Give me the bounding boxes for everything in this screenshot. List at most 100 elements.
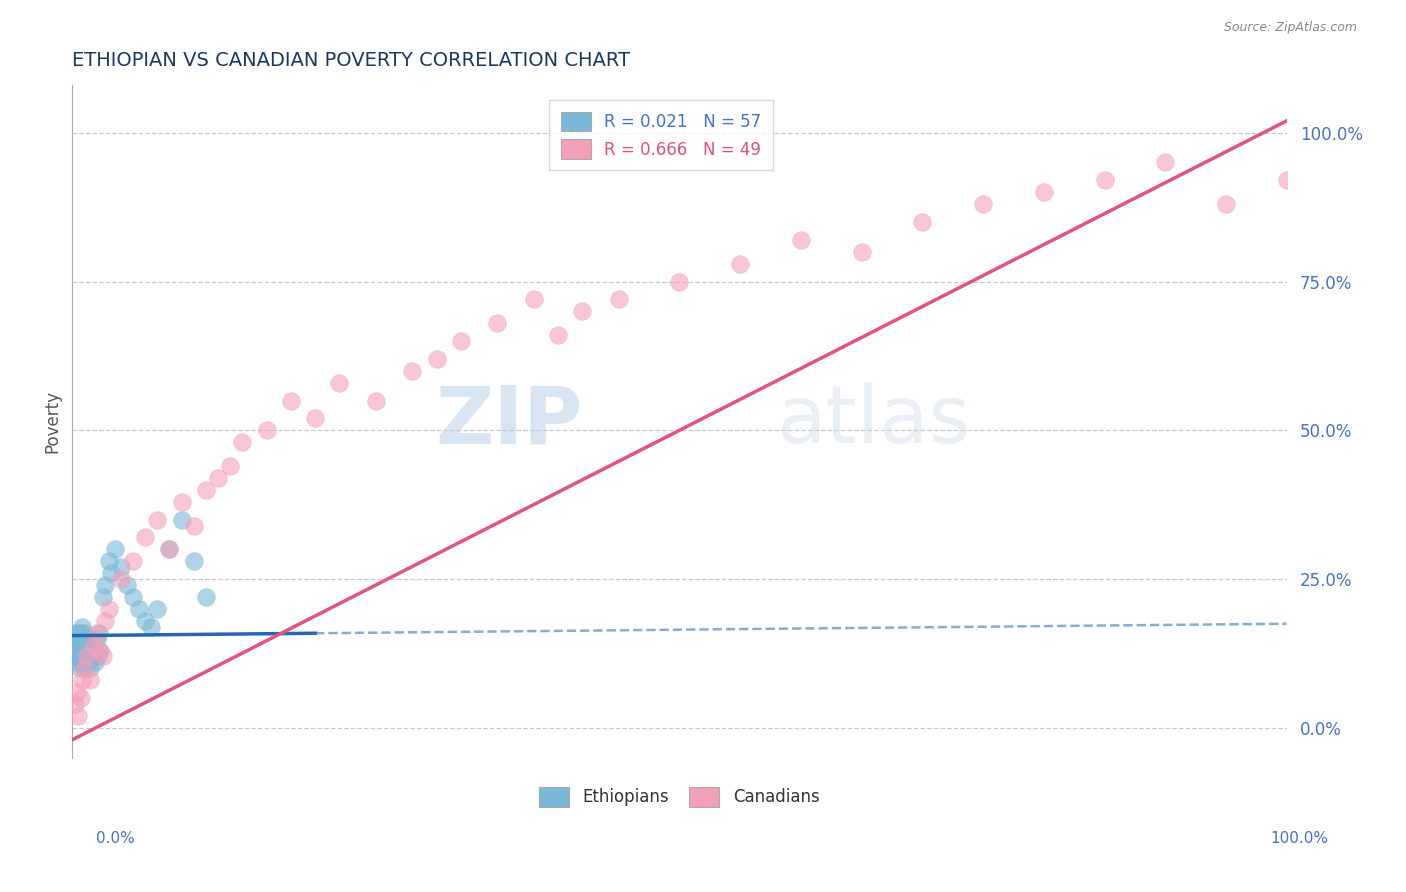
Point	[72, 649, 94, 664]
Point	[69, 691, 91, 706]
Point	[157, 542, 180, 557]
Point	[183, 518, 205, 533]
Point	[72, 632, 94, 646]
Point	[219, 458, 242, 473]
Point	[134, 614, 156, 628]
Point	[134, 531, 156, 545]
Point	[75, 638, 97, 652]
Point	[67, 709, 90, 723]
Point	[76, 649, 98, 664]
Point	[100, 566, 122, 581]
Point	[84, 656, 107, 670]
Point	[69, 649, 91, 664]
Y-axis label: Poverty: Poverty	[44, 390, 60, 453]
Text: 0.0%: 0.0%	[96, 831, 135, 846]
Point	[94, 614, 117, 628]
Point	[73, 661, 96, 675]
Point	[194, 590, 217, 604]
Point	[851, 244, 873, 259]
Point	[79, 661, 101, 675]
Point	[231, 435, 253, 450]
Text: ZIP: ZIP	[434, 383, 582, 460]
Point	[183, 554, 205, 568]
Point	[668, 275, 690, 289]
Point	[87, 649, 110, 664]
Point	[86, 625, 108, 640]
Point	[73, 661, 96, 675]
Point	[146, 602, 169, 616]
Point	[110, 560, 132, 574]
Point	[82, 643, 104, 657]
Point	[63, 632, 86, 646]
Point	[79, 673, 101, 688]
Point	[115, 578, 138, 592]
Point	[523, 293, 546, 307]
Point	[75, 656, 97, 670]
Point	[426, 351, 449, 366]
Point	[94, 578, 117, 592]
Point	[77, 638, 100, 652]
Point	[89, 643, 111, 657]
Point	[70, 656, 93, 670]
Point	[170, 512, 193, 526]
Point	[70, 620, 93, 634]
Point	[1215, 197, 1237, 211]
Point	[97, 602, 120, 616]
Point	[146, 512, 169, 526]
Point	[76, 632, 98, 646]
Point	[128, 602, 150, 616]
Point	[304, 411, 326, 425]
Point	[972, 197, 994, 211]
Point	[364, 393, 387, 408]
Point	[122, 590, 145, 604]
Point	[170, 494, 193, 508]
Point	[80, 649, 103, 664]
Point	[91, 590, 114, 604]
Point	[450, 334, 472, 348]
Point	[67, 632, 90, 646]
Point	[63, 697, 86, 711]
Point	[67, 643, 90, 657]
Point	[728, 257, 751, 271]
Point	[1154, 155, 1177, 169]
Point	[66, 625, 89, 640]
Point	[328, 376, 350, 390]
Point	[97, 554, 120, 568]
Point	[401, 364, 423, 378]
Point	[547, 328, 569, 343]
Point	[79, 632, 101, 646]
Point	[69, 638, 91, 652]
Point	[91, 649, 114, 664]
Point	[65, 643, 87, 657]
Point	[1094, 173, 1116, 187]
Point	[157, 542, 180, 557]
Point	[63, 649, 86, 664]
Point	[86, 632, 108, 646]
Point	[571, 304, 593, 318]
Point	[256, 423, 278, 437]
Text: ETHIOPIAN VS CANADIAN POVERTY CORRELATION CHART: ETHIOPIAN VS CANADIAN POVERTY CORRELATIO…	[72, 51, 630, 70]
Point	[207, 471, 229, 485]
Point	[70, 673, 93, 688]
Point	[110, 572, 132, 586]
Point	[83, 638, 105, 652]
Point	[77, 656, 100, 670]
Point	[141, 620, 163, 634]
Point	[280, 393, 302, 408]
Point	[790, 233, 813, 247]
Point	[104, 542, 127, 557]
Point	[911, 215, 934, 229]
Point	[62, 638, 84, 652]
Text: atlas: atlas	[776, 383, 972, 460]
Point	[76, 649, 98, 664]
Point	[66, 685, 89, 699]
Point	[65, 625, 87, 640]
Point	[73, 625, 96, 640]
Point	[66, 638, 89, 652]
Point	[122, 554, 145, 568]
Point	[87, 643, 110, 657]
Point	[69, 661, 91, 675]
Point	[70, 638, 93, 652]
Point	[486, 316, 509, 330]
Point	[77, 643, 100, 657]
